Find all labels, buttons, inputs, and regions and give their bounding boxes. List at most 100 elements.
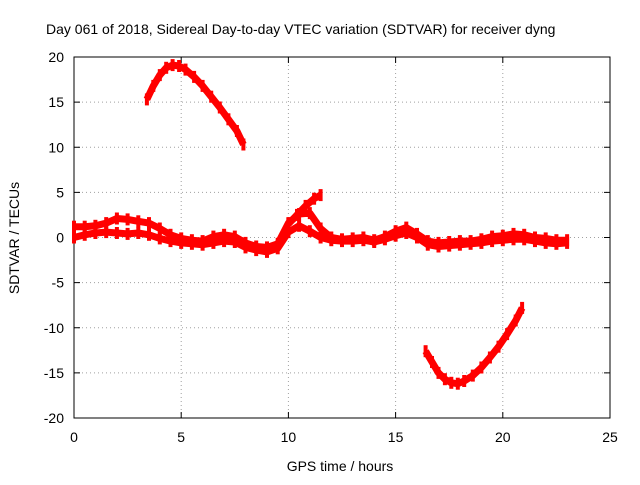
data-point bbox=[436, 366, 441, 379]
data-point bbox=[177, 60, 182, 72]
data-point bbox=[307, 207, 312, 220]
data-point bbox=[318, 231, 323, 244]
data-point bbox=[462, 375, 467, 387]
data-point bbox=[226, 113, 231, 126]
y-tick-label: -15 bbox=[44, 365, 64, 381]
data-point bbox=[200, 79, 205, 92]
data-point bbox=[168, 235, 173, 248]
data-point bbox=[500, 234, 505, 247]
data-point bbox=[114, 212, 119, 225]
data-point bbox=[520, 301, 525, 314]
data-point bbox=[449, 376, 454, 389]
data-point bbox=[393, 229, 398, 242]
y-axis-title: SDTVAR / TECUs bbox=[6, 182, 22, 294]
data-point bbox=[265, 245, 269, 258]
data-point bbox=[312, 192, 317, 205]
data-point bbox=[147, 228, 151, 241]
data-point bbox=[522, 233, 527, 246]
x-tick-label: 15 bbox=[388, 429, 404, 445]
data-point bbox=[350, 235, 355, 248]
data-point bbox=[189, 237, 194, 250]
data-point bbox=[404, 227, 409, 239]
x-tick-label: 20 bbox=[495, 429, 511, 445]
data-point bbox=[511, 233, 516, 246]
data-point bbox=[125, 213, 130, 226]
data-point bbox=[543, 236, 548, 249]
y-tick-label: 10 bbox=[48, 139, 64, 155]
data-point bbox=[151, 79, 156, 92]
data-point bbox=[157, 232, 162, 245]
y-tick-label: -10 bbox=[44, 320, 64, 336]
data-point bbox=[425, 238, 430, 251]
x-tick-label: 5 bbox=[177, 429, 185, 445]
data-point bbox=[361, 234, 366, 247]
data-point bbox=[513, 314, 518, 327]
data-point bbox=[232, 236, 237, 248]
data-point bbox=[340, 235, 344, 248]
data-point bbox=[307, 225, 312, 238]
data-point bbox=[442, 373, 447, 386]
data-point bbox=[211, 230, 216, 243]
data-point bbox=[297, 219, 302, 232]
y-tick-label: 20 bbox=[48, 49, 64, 65]
data-point bbox=[436, 240, 441, 253]
data-point bbox=[168, 228, 173, 241]
data-point bbox=[82, 220, 87, 233]
y-tick-label: 0 bbox=[56, 230, 64, 246]
data-point bbox=[254, 244, 259, 257]
data-point bbox=[470, 369, 475, 382]
data-point bbox=[200, 238, 205, 251]
data-point bbox=[104, 226, 109, 239]
data-series bbox=[72, 59, 570, 390]
data-point bbox=[533, 235, 537, 248]
series-spike-segment bbox=[285, 189, 323, 230]
x-tick-label: 0 bbox=[70, 429, 78, 445]
data-point bbox=[286, 226, 291, 239]
data-point bbox=[104, 217, 109, 230]
data-point bbox=[496, 340, 501, 353]
data-point bbox=[457, 238, 462, 251]
data-point bbox=[487, 351, 492, 364]
series-lower-arc bbox=[422, 301, 526, 390]
data-point bbox=[415, 231, 419, 244]
data-point bbox=[447, 239, 452, 252]
data-point bbox=[209, 90, 214, 103]
data-point bbox=[164, 61, 169, 74]
data-point bbox=[192, 70, 197, 83]
data-point bbox=[241, 138, 246, 151]
data-point bbox=[490, 235, 495, 248]
data-point bbox=[554, 237, 559, 250]
data-point bbox=[329, 234, 334, 247]
y-tick-label: 15 bbox=[48, 94, 64, 110]
data-point bbox=[479, 236, 484, 249]
data-point bbox=[286, 218, 291, 230]
data-point bbox=[479, 361, 484, 374]
data-point bbox=[222, 228, 227, 241]
data-point bbox=[234, 125, 239, 137]
data-point bbox=[565, 236, 570, 249]
data-point bbox=[183, 63, 188, 76]
x-axis-title: GPS time / hours bbox=[287, 458, 394, 474]
data-point bbox=[114, 227, 119, 239]
data-point bbox=[430, 356, 434, 368]
y-tick-label: -20 bbox=[44, 410, 64, 426]
x-tick-label: 25 bbox=[602, 429, 618, 445]
data-point bbox=[372, 236, 377, 248]
data-point bbox=[72, 220, 76, 233]
data-point bbox=[382, 233, 387, 246]
data-point bbox=[243, 241, 248, 254]
data-point bbox=[93, 219, 98, 232]
data-point bbox=[275, 242, 280, 255]
data-point bbox=[93, 227, 98, 239]
data-point bbox=[157, 69, 162, 82]
axis-ticks: 0 5 10 15 20 25 -20 -15 -10 -5 0 5 10 15 20 bbox=[44, 49, 618, 445]
data-point bbox=[211, 236, 216, 249]
y-tick-label: 5 bbox=[56, 184, 64, 200]
data-point bbox=[222, 235, 227, 248]
data-point bbox=[423, 345, 428, 358]
data-point bbox=[318, 222, 323, 235]
series-main-band-lower bbox=[72, 219, 570, 258]
chart-title: Day 061 of 2018, Sidereal Day-to-day VTE… bbox=[46, 21, 555, 37]
